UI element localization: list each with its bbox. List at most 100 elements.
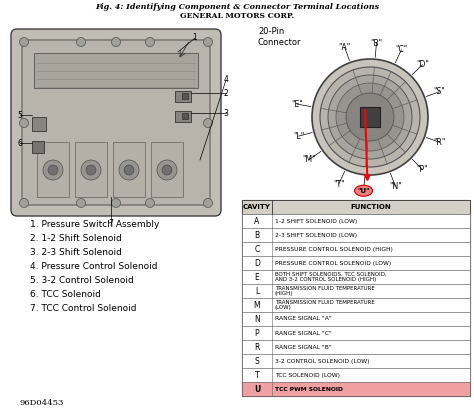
Circle shape xyxy=(336,83,404,151)
Circle shape xyxy=(43,160,63,180)
Circle shape xyxy=(157,160,177,180)
Text: 2. 1-2 Shift Solenoid: 2. 1-2 Shift Solenoid xyxy=(30,234,122,243)
Text: "R": "R" xyxy=(433,138,446,147)
Text: "U": "U" xyxy=(357,188,370,194)
Text: L: L xyxy=(255,286,259,295)
Circle shape xyxy=(111,198,120,208)
Bar xyxy=(242,228,470,242)
Text: 6: 6 xyxy=(18,139,22,147)
Text: GENERAL MOTORS CORP.: GENERAL MOTORS CORP. xyxy=(180,12,294,20)
Text: 1. Pressure Switch Assembly: 1. Pressure Switch Assembly xyxy=(30,220,159,229)
Text: "E": "E" xyxy=(291,100,303,109)
Bar xyxy=(32,141,44,153)
Text: 96D04453: 96D04453 xyxy=(20,399,64,407)
Bar xyxy=(242,270,470,284)
Bar xyxy=(242,284,470,298)
Text: 7. TCC Control Solenoid: 7. TCC Control Solenoid xyxy=(30,304,137,313)
Text: Fig. 4: Identifying Component & Connector Terminal Locations: Fig. 4: Identifying Component & Connecto… xyxy=(95,3,379,11)
Text: 4: 4 xyxy=(224,76,228,85)
Text: "A": "A" xyxy=(338,43,351,52)
Circle shape xyxy=(48,165,58,175)
Text: AND 3-2 CONTROL SOLENOID (HIGH): AND 3-2 CONTROL SOLENOID (HIGH) xyxy=(275,277,376,282)
Text: "P": "P" xyxy=(417,165,428,174)
Text: P: P xyxy=(255,329,259,337)
Circle shape xyxy=(203,119,212,127)
Text: 3-2 CONTROL SOLENOID (LOW): 3-2 CONTROL SOLENOID (LOW) xyxy=(275,359,370,364)
Text: 6. TCC Solenoid: 6. TCC Solenoid xyxy=(30,290,101,299)
Text: RANGE SIGNAL "A": RANGE SIGNAL "A" xyxy=(275,317,332,322)
Bar xyxy=(34,53,198,88)
Bar xyxy=(242,214,470,228)
Bar xyxy=(242,354,470,368)
Circle shape xyxy=(328,75,412,159)
Circle shape xyxy=(19,37,28,46)
Text: 5. 3-2 Control Solenoid: 5. 3-2 Control Solenoid xyxy=(30,276,134,285)
FancyBboxPatch shape xyxy=(11,29,221,216)
Text: 7: 7 xyxy=(109,219,113,227)
Bar xyxy=(175,91,191,102)
Text: A: A xyxy=(255,217,260,225)
Bar xyxy=(113,142,145,197)
Circle shape xyxy=(119,160,139,180)
Bar xyxy=(37,142,69,197)
Circle shape xyxy=(76,37,85,46)
Bar xyxy=(182,93,188,99)
Text: (LOW): (LOW) xyxy=(275,305,292,310)
Text: CAVITY: CAVITY xyxy=(243,204,271,210)
Bar xyxy=(32,117,46,131)
Text: "N": "N" xyxy=(389,182,401,191)
Bar xyxy=(175,111,191,122)
Bar xyxy=(242,256,470,270)
Bar xyxy=(242,242,470,256)
Circle shape xyxy=(86,165,96,175)
Circle shape xyxy=(81,160,101,180)
Text: "L": "L" xyxy=(293,132,304,141)
Circle shape xyxy=(19,198,28,208)
Text: C: C xyxy=(255,244,260,254)
Text: TRANSMISSION FLUID TEMPERATURE: TRANSMISSION FLUID TEMPERATURE xyxy=(275,286,375,291)
Text: "B": "B" xyxy=(370,39,383,48)
Bar xyxy=(242,200,470,396)
Text: "M": "M" xyxy=(302,155,316,164)
Bar xyxy=(151,142,183,197)
Text: M: M xyxy=(254,300,260,310)
Text: 2: 2 xyxy=(224,88,228,98)
Text: 4. Pressure Control Solenoid: 4. Pressure Control Solenoid xyxy=(30,262,157,271)
Text: B: B xyxy=(255,230,260,239)
Circle shape xyxy=(146,37,155,46)
Bar xyxy=(242,368,470,382)
Text: E: E xyxy=(255,273,259,281)
Text: 1: 1 xyxy=(192,34,197,42)
Text: U: U xyxy=(254,385,260,393)
Circle shape xyxy=(124,165,134,175)
Text: 5: 5 xyxy=(18,110,22,120)
Bar xyxy=(242,200,470,214)
Text: 3. 2-3 Shift Solenoid: 3. 2-3 Shift Solenoid xyxy=(30,248,122,257)
Circle shape xyxy=(346,93,394,141)
Text: FUNCTION: FUNCTION xyxy=(351,204,392,210)
Circle shape xyxy=(320,67,420,167)
Bar xyxy=(360,107,380,127)
Text: RANGE SIGNAL "B": RANGE SIGNAL "B" xyxy=(275,344,332,349)
Text: T: T xyxy=(255,371,259,379)
Bar xyxy=(242,298,470,312)
Text: D: D xyxy=(254,259,260,268)
Text: "C": "C" xyxy=(395,45,407,54)
Text: "S": "S" xyxy=(434,87,446,96)
Text: TRANSMISSION FLUID TEMPERATURE: TRANSMISSION FLUID TEMPERATURE xyxy=(275,300,375,305)
Circle shape xyxy=(19,119,28,127)
Circle shape xyxy=(76,198,85,208)
Bar xyxy=(182,113,188,119)
Circle shape xyxy=(203,198,212,208)
Bar xyxy=(242,312,470,326)
Text: N: N xyxy=(254,315,260,324)
Text: TCC PWM SOLENOID: TCC PWM SOLENOID xyxy=(275,386,343,391)
Text: (HIGH): (HIGH) xyxy=(275,291,293,296)
Bar xyxy=(242,382,470,396)
Circle shape xyxy=(146,198,155,208)
Text: "D": "D" xyxy=(416,60,429,69)
Text: PRESSURE CONTROL SOLENOID (HIGH): PRESSURE CONTROL SOLENOID (HIGH) xyxy=(275,247,393,251)
Text: 3: 3 xyxy=(224,108,228,117)
Text: BOTH SHIFT SOLENOIDS, TCC SOLENOID,: BOTH SHIFT SOLENOIDS, TCC SOLENOID, xyxy=(275,272,387,277)
Ellipse shape xyxy=(355,185,373,196)
